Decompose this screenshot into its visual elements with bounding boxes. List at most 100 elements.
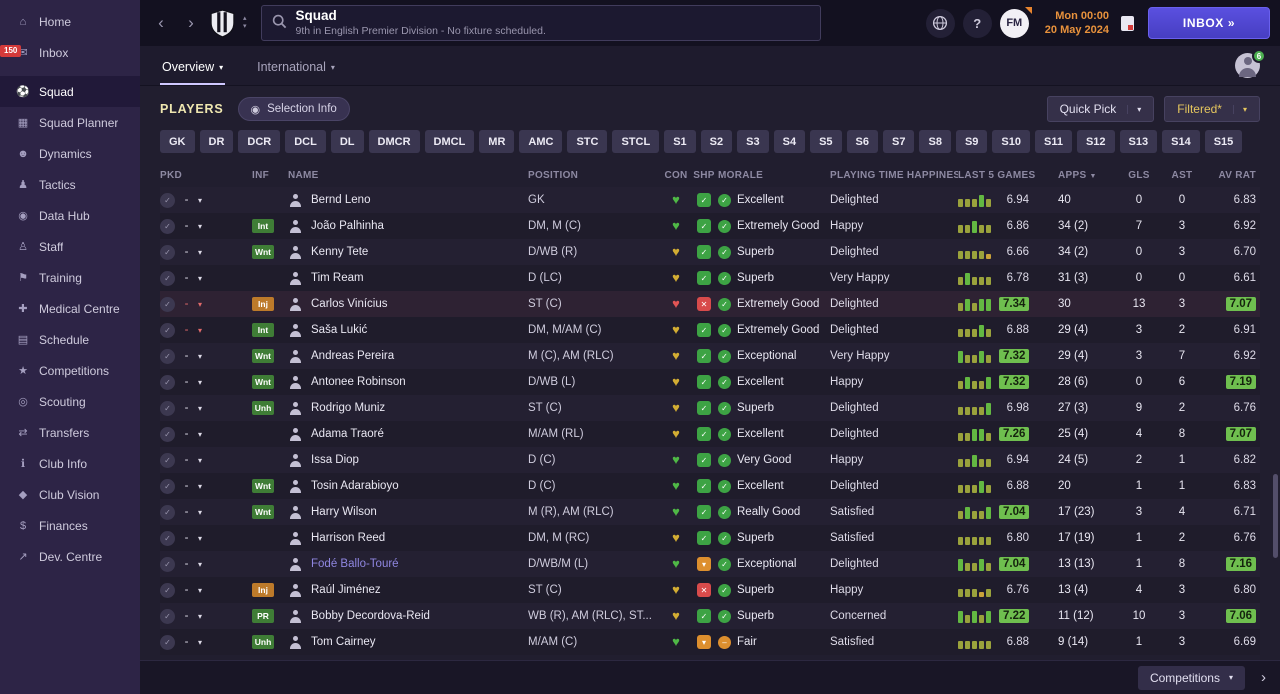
player-name[interactable]: João Palhinha (311, 220, 384, 232)
player-name[interactable]: Andreas Pereira (311, 350, 395, 362)
column-header-ast[interactable]: AST (1171, 169, 1193, 181)
sidebar-item-squad[interactable]: ⚽ Squad (0, 76, 140, 107)
player-name[interactable]: Raúl Jiménez (311, 584, 381, 596)
row-expand-chevron[interactable]: ▾ (198, 507, 203, 517)
quick-pick-button[interactable]: Quick Pick ▾ (1046, 96, 1155, 122)
position-filter-s14[interactable]: S14 (1162, 130, 1200, 153)
row-expand-chevron[interactable]: ▾ (198, 429, 203, 439)
sidebar-item-finances[interactable]: $ Finances (0, 510, 140, 541)
sidebar-item-staff[interactable]: ♙ Staff (0, 231, 140, 262)
position-filter-s6[interactable]: S6 (846, 130, 879, 153)
player-row-tim-ream[interactable]: ✓ - ▾ Tim Ream D (LC) ♥ ✓ ✓ Superb Very … (160, 265, 1260, 291)
player-row-kenny-tete[interactable]: ✓ - ▾ Wnt Kenny Tete D/WB (R) ♥ ✓ ✓ Supe… (160, 239, 1260, 265)
position-filter-dcl[interactable]: DCL (285, 130, 326, 153)
column-header-playing-time-happiness[interactable]: PLAYING TIME HAPPINESS (830, 169, 958, 181)
position-filter-stc[interactable]: STC (567, 130, 608, 153)
player-select-checkbox[interactable]: ✓ (160, 530, 175, 546)
player-name[interactable]: Adama Traoré (311, 428, 384, 440)
player-select-checkbox[interactable]: ✓ (160, 582, 175, 598)
player-select-checkbox[interactable]: ✓ (160, 556, 175, 572)
tab-international[interactable]: International ▾ (257, 60, 335, 74)
row-expand-chevron[interactable]: ▾ (198, 559, 203, 569)
row-expand-chevron[interactable]: ▾ (198, 221, 203, 231)
column-header-pkd[interactable]: PKD (160, 169, 183, 181)
sidebar-item-tactics[interactable]: ♟ Tactics (0, 169, 140, 200)
player-select-checkbox[interactable]: ✓ (160, 634, 175, 650)
position-filter-dl[interactable]: DL (330, 130, 364, 153)
player-name[interactable]: Bernd Leno (311, 194, 371, 206)
position-filter-dcr[interactable]: DCR (238, 130, 281, 153)
column-header-shp[interactable]: SHP (693, 169, 715, 181)
player-row-bernd-leno[interactable]: ✓ - ▾ Bernd Leno GK ♥ ✓ ✓ Excellent Deli… (160, 187, 1260, 213)
sidebar-item-dev-centre[interactable]: ↗ Dev. Centre (0, 541, 140, 572)
position-filter-s9[interactable]: S9 (955, 130, 988, 153)
position-filter-gk[interactable]: GK (160, 130, 195, 153)
back-arrow[interactable]: ‹ (158, 13, 164, 32)
position-filter-s5[interactable]: S5 (810, 130, 842, 153)
player-name[interactable]: Harry Wilson (311, 506, 377, 518)
player-row-tosin-adarabioyo[interactable]: ✓ - ▾ Wnt Tosin Adarabioyo D (C) ♥ ✓ ✓ E… (160, 473, 1260, 499)
tab-overview[interactable]: Overview ▾ (160, 60, 226, 85)
position-filter-s13[interactable]: S13 (1119, 130, 1158, 153)
sidebar-item-training[interactable]: ⚑ Training (0, 262, 140, 293)
column-header-inf[interactable]: INF (252, 169, 270, 181)
player-name[interactable]: Carlos Vinícius (311, 298, 388, 310)
player-select-checkbox[interactable]: ✓ (160, 192, 175, 208)
player-select-checkbox[interactable]: ✓ (160, 218, 175, 234)
column-header-av-rat[interactable]: AV RAT (1218, 169, 1256, 181)
player-name[interactable]: Harrison Reed (311, 532, 386, 544)
forward-arrow[interactable]: › (188, 13, 194, 32)
column-header-apps[interactable]: APPS ▼ (1058, 169, 1097, 181)
column-header-name[interactable]: NAME (288, 169, 319, 181)
row-expand-chevron[interactable]: ▾ (198, 533, 203, 543)
player-row-antonee-robinson[interactable]: ✓ - ▾ Wnt Antonee Robinson D/WB (L) ♥ ✓ … (160, 369, 1260, 395)
sidebar-item-club-info[interactable]: ℹ Club Info (0, 448, 140, 479)
player-row-adama-traor[interactable]: ✓ - ▾ Adama Traoré M/AM (RL) ♥ ✓ ✓ Excel… (160, 421, 1260, 447)
sidebar-item-dynamics[interactable]: ☻ Dynamics (0, 138, 140, 169)
player-row-harry-wilson[interactable]: ✓ - ▾ Wnt Harry Wilson M (R), AM (RLC) ♥… (160, 499, 1260, 525)
player-select-checkbox[interactable]: ✓ (160, 296, 175, 312)
row-expand-chevron[interactable]: ▾ (198, 637, 203, 647)
sidebar-item-competitions[interactable]: ★ Competitions (0, 355, 140, 386)
sidebar-item-inbox[interactable]: 150 ✉ Inbox (0, 37, 140, 68)
position-filter-s4[interactable]: S4 (773, 130, 806, 153)
position-filter-s3[interactable]: S3 (737, 130, 769, 153)
row-expand-chevron[interactable]: ▾ (198, 247, 203, 257)
row-expand-chevron[interactable]: ▾ (198, 403, 203, 413)
filtered-button[interactable]: Filtered* ▾ (1164, 96, 1260, 122)
position-filter-s8[interactable]: S8 (919, 130, 951, 153)
row-expand-chevron[interactable]: ▾ (198, 611, 203, 621)
sidebar-item-data-hub[interactable]: ◉ Data Hub (0, 200, 140, 231)
sidebar-item-home[interactable]: ⌂ Home (0, 6, 140, 37)
player-row-bobby-decordova-reid[interactable]: ✓ - ▾ PR Bobby Decordova-Reid WB (R), AM… (160, 603, 1260, 629)
row-expand-chevron[interactable]: ▾ (198, 351, 203, 361)
position-filter-s1[interactable]: S1 (664, 130, 696, 153)
position-filter-s12[interactable]: S12 (1076, 130, 1115, 153)
sidebar-item-medical-centre[interactable]: ✚ Medical Centre (0, 293, 140, 324)
club-crest[interactable] (210, 8, 235, 38)
row-expand-chevron[interactable]: ▾ (198, 377, 203, 387)
position-filter-dmcl[interactable]: DMCL (424, 130, 475, 153)
column-header-position[interactable]: POSITION (528, 169, 579, 181)
row-expand-chevron[interactable]: ▾ (198, 325, 203, 335)
player-row-carlos-vin-cius[interactable]: ✓ - ▾ Inj Carlos Vinícius ST (C) ♥ ✕ ✓ E… (160, 291, 1260, 317)
help-icon[interactable]: ? (962, 8, 992, 38)
fm-logo[interactable]: FM (999, 6, 1032, 38)
column-header-con[interactable]: CON (664, 169, 688, 181)
club-switcher-chevrons[interactable]: ▴ ▾ (243, 15, 247, 30)
player-select-checkbox[interactable]: ✓ (160, 270, 175, 286)
next-section-chevron[interactable]: › (1261, 669, 1266, 686)
player-select-checkbox[interactable]: ✓ (160, 374, 175, 390)
quick-pick-dropdown-chevron[interactable]: ▾ (1127, 104, 1141, 114)
position-filter-stcl[interactable]: STCL (612, 130, 660, 153)
row-expand-chevron[interactable]: ▾ (198, 585, 203, 595)
sidebar-item-transfers[interactable]: ⇄ Transfers (0, 417, 140, 448)
player-row-ra-l-jim-nez[interactable]: ✓ - ▾ Inj Raúl Jiménez ST (C) ♥ ✕ ✓ Supe… (160, 577, 1260, 603)
column-header-morale[interactable]: MORALE (718, 169, 764, 181)
player-name[interactable]: Issa Diop (311, 454, 359, 466)
position-filter-amc[interactable]: AMC (519, 130, 563, 153)
player-row-fod-ballo-tour[interactable]: ✓ - ▾ Fodé Ballo-Touré D/WB/M (L) ♥ ▾ ✓ … (160, 551, 1260, 577)
position-filter-s10[interactable]: S10 (992, 130, 1030, 153)
manager-avatar[interactable]: 6 (1235, 49, 1266, 78)
player-row-harrison-reed[interactable]: ✓ - ▾ Harrison Reed DM, M (RC) ♥ ✓ ✓ Sup… (160, 525, 1260, 551)
